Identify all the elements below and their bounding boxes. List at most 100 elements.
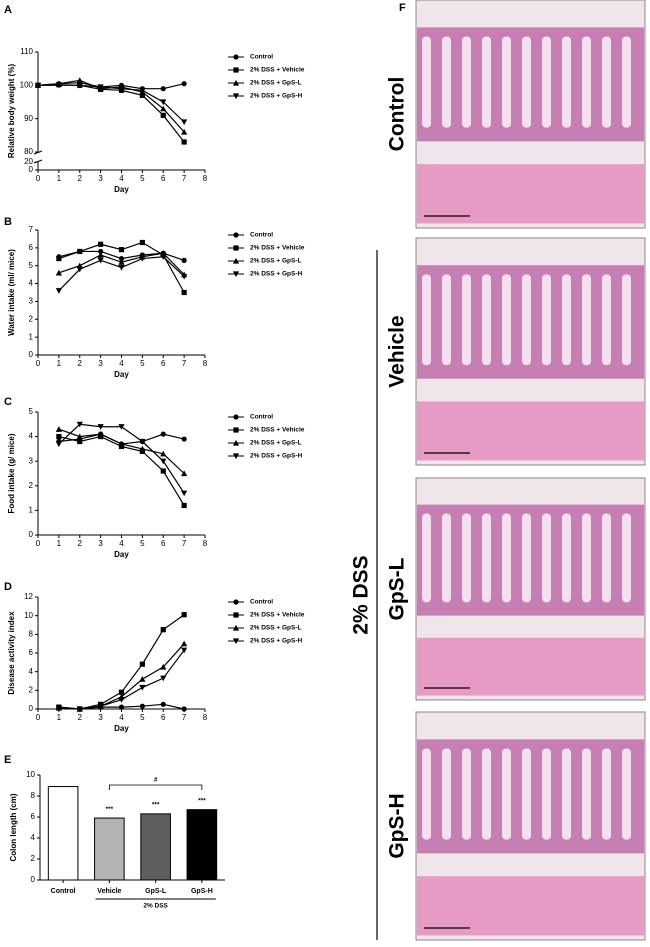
legend-label: 2% DSS + GpS-L [250, 440, 301, 447]
marker [55, 269, 62, 276]
marker [76, 421, 83, 428]
marker [181, 640, 188, 647]
marker [76, 706, 83, 713]
crypt [602, 36, 611, 128]
marker [233, 612, 239, 618]
bar [47, 786, 79, 881]
marker [232, 79, 240, 86]
x-tick-label: 5 [140, 174, 145, 183]
crypt [422, 513, 431, 603]
marker [139, 684, 146, 691]
y-tick-label: 6 [29, 648, 34, 657]
marker [181, 490, 188, 497]
x-tick-label: 1 [57, 713, 62, 722]
x-tick-label: 1 [57, 174, 62, 183]
y-tick-label: 100 [20, 80, 34, 89]
y-tick-label: 5 [29, 261, 34, 270]
y-tick-label: 0 [29, 350, 34, 359]
marker [160, 86, 166, 92]
y-tick-label: 2 [29, 685, 34, 694]
y-tick-label: 0 [29, 704, 34, 713]
crypt [522, 36, 531, 128]
marker [181, 502, 187, 509]
crypt [502, 748, 511, 840]
legend-label: 2% DSS + Vehicle [250, 245, 305, 252]
marker [181, 436, 187, 442]
bar [186, 809, 218, 881]
legend-label: 2% DSS + Vehicle [250, 427, 305, 434]
marker [97, 257, 104, 264]
series-line [58, 428, 185, 474]
y-tick-label: 1 [29, 506, 34, 515]
crypt [582, 748, 591, 840]
marker [118, 247, 125, 253]
y-axis-label: Food intake (g/ mice) [7, 433, 16, 513]
marker [233, 414, 239, 420]
y-tick-label: 90 [24, 114, 33, 123]
panel-letter: D [4, 581, 12, 593]
histology-image [415, 477, 646, 701]
marker [181, 119, 188, 126]
x-tick-label: 4 [119, 539, 124, 548]
marker [56, 255, 62, 262]
x-axis-label: Day [114, 370, 129, 379]
marker [181, 706, 187, 712]
marker [160, 627, 166, 633]
marker [34, 82, 42, 89]
y-tick-label: 80 [24, 147, 33, 156]
marker [55, 426, 62, 432]
panel-letter: E [4, 754, 11, 766]
crypt [482, 748, 491, 840]
histology-image [415, 711, 646, 941]
image-label: Control [386, 77, 409, 152]
crypt [462, 513, 471, 603]
x-tick-label: 3 [98, 539, 103, 548]
legend-label: 2% DSS + GpS-L [250, 80, 301, 87]
marker [98, 241, 104, 247]
marker [160, 112, 166, 118]
x-tick-label: 5 [140, 359, 145, 368]
crypt [542, 36, 551, 128]
x-tick-label: 2 [78, 174, 83, 183]
x-tick-label: 8 [203, 539, 208, 548]
muscle [417, 876, 644, 936]
marker [232, 257, 240, 264]
x-tick-label: Control [51, 888, 76, 895]
crypt [622, 513, 631, 603]
image-label: GpS-H [386, 793, 409, 858]
crypt [622, 274, 631, 366]
marker [160, 99, 167, 106]
marker [139, 676, 146, 682]
marker [97, 251, 104, 258]
marker [160, 105, 167, 112]
x-tick-label: 2 [78, 539, 83, 548]
bar [94, 817, 125, 881]
x-tick-label: 4 [119, 359, 124, 368]
crypt [482, 36, 491, 128]
marker [77, 438, 83, 445]
x-tick-label: 6 [161, 539, 166, 548]
marker [181, 289, 187, 296]
crypt [482, 274, 491, 366]
crypt [502, 274, 511, 366]
marker [77, 248, 83, 255]
panel-letter: A [4, 4, 12, 16]
crypt [542, 748, 551, 840]
x-tick-label: 4 [119, 713, 124, 722]
x-tick-label: 8 [203, 713, 208, 722]
y-tick-label: 10 [26, 770, 35, 779]
x-tick-label: 3 [98, 359, 103, 368]
marker [139, 92, 145, 98]
crypt [522, 513, 531, 603]
crypt [602, 748, 611, 840]
x-tick-label: Vehicle [97, 888, 121, 895]
crypt [442, 274, 451, 366]
crypt [422, 274, 431, 366]
marker [55, 441, 62, 448]
marker [139, 661, 145, 667]
crypt [462, 274, 471, 366]
y-axis-label: Relative body weight (%) [7, 64, 16, 159]
y-tick-label: 6 [31, 812, 36, 821]
marker [118, 697, 125, 703]
